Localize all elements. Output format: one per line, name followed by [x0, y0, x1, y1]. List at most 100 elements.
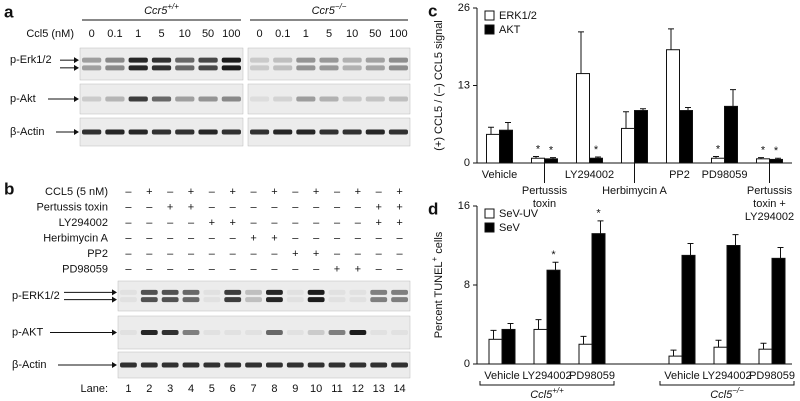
text-part: Percent TUNEL: [433, 261, 445, 338]
treatment-sign: +: [375, 217, 381, 229]
x-tick-label: PD98059: [569, 370, 615, 382]
x-tick-label: Pertussis toxin + LY294002: [745, 185, 794, 223]
treatment-sign: –: [376, 263, 383, 275]
band: [175, 65, 195, 71]
text-line: PD98059: [702, 169, 748, 181]
band: [245, 289, 262, 295]
bar: [666, 49, 680, 164]
band: [198, 65, 218, 71]
y-tick-label: 0: [464, 358, 470, 370]
treatment-sign: –: [251, 263, 258, 275]
treatment-sign: –: [292, 201, 299, 213]
error-bar: [505, 121, 511, 131]
legend-label: AKT: [499, 24, 521, 36]
band: [365, 129, 385, 135]
band: [342, 129, 362, 135]
error-bar: [775, 157, 781, 160]
treatment-sign: +: [271, 186, 277, 198]
treatment-sign: –: [292, 217, 299, 229]
treatment-sign: –: [313, 232, 320, 244]
treatment-sign: –: [209, 248, 216, 260]
treatment-sign: +: [355, 186, 361, 198]
error-bar: [760, 342, 767, 350]
concentration: 0.1: [107, 28, 122, 40]
significance-mark: *: [761, 145, 766, 157]
x-tick-label: LY294002: [702, 370, 751, 382]
band: [286, 289, 304, 295]
band: [175, 57, 195, 63]
band: [273, 65, 293, 71]
band: [203, 297, 221, 303]
band: [370, 330, 388, 335]
band: [391, 330, 408, 335]
row-label: p-AKT: [12, 326, 43, 338]
legend-swatch: [484, 222, 495, 233]
error-bar: [713, 155, 719, 159]
band: [266, 330, 283, 335]
treatment-sign: –: [125, 232, 132, 244]
band: [203, 362, 221, 368]
band: [175, 129, 195, 135]
blot: [247, 47, 411, 81]
x-tick-label: Vehicle: [664, 370, 699, 382]
treatment-label: PP2: [87, 248, 108, 260]
bar: [488, 338, 503, 365]
legend-swatch: [484, 208, 495, 219]
band: [120, 297, 137, 303]
treatment-sign: –: [251, 248, 258, 260]
panel-label: c: [428, 1, 437, 20]
band: [365, 96, 385, 102]
blot: [247, 83, 411, 115]
band: [198, 129, 218, 135]
bar: [711, 157, 725, 164]
band: [307, 297, 325, 303]
treatment-sign: –: [313, 201, 320, 213]
treatment-sign: –: [334, 217, 341, 229]
panel-label: b: [4, 179, 14, 198]
treatment-sign: –: [209, 263, 216, 275]
treatment-sign: –: [146, 263, 153, 275]
band: [370, 289, 388, 295]
band: [250, 65, 270, 71]
legend-label: SeV-UV: [499, 208, 539, 220]
band: [349, 297, 367, 303]
x-tick-label: Pertussis toxin: [522, 185, 568, 210]
lane-number: 2: [146, 383, 152, 395]
band: [342, 65, 362, 71]
band: [296, 65, 316, 71]
error-bar: [687, 243, 694, 256]
arrow-head: [74, 64, 79, 71]
treatment-sign: –: [146, 232, 153, 244]
treatment-sign: +: [396, 186, 402, 198]
band: [266, 289, 283, 295]
text-part: Ccl5: [530, 389, 553, 401]
arrow-head: [74, 57, 79, 64]
genotype-label: Ccr5−/−: [312, 2, 347, 17]
band: [349, 330, 367, 335]
treatment-sign: +: [396, 201, 402, 213]
treatment-sign: +: [313, 248, 319, 260]
treatment-sign: –: [125, 263, 132, 275]
treatment-sign: –: [188, 263, 195, 275]
y-tick-label: 26: [458, 2, 470, 14]
treatment-sign: –: [125, 186, 132, 198]
band: [161, 362, 179, 368]
treatment-sign: –: [167, 232, 174, 244]
treatment-sign: –: [355, 232, 362, 244]
band: [82, 57, 102, 63]
group-label: Ccl5−/−: [710, 386, 744, 401]
band: [140, 297, 158, 303]
treatment-sign: –: [251, 186, 258, 198]
text-part: −/−: [335, 2, 347, 11]
text-part: +/+: [552, 386, 564, 395]
band: [245, 297, 262, 303]
band: [296, 57, 316, 63]
band: [319, 65, 339, 71]
error-bar: [578, 31, 584, 74]
legend-swatch: [484, 24, 495, 35]
text-part: +/+: [167, 2, 179, 11]
x-tick-label: PD98059: [702, 169, 748, 181]
band: [224, 362, 242, 368]
significance-mark: *: [596, 208, 601, 220]
